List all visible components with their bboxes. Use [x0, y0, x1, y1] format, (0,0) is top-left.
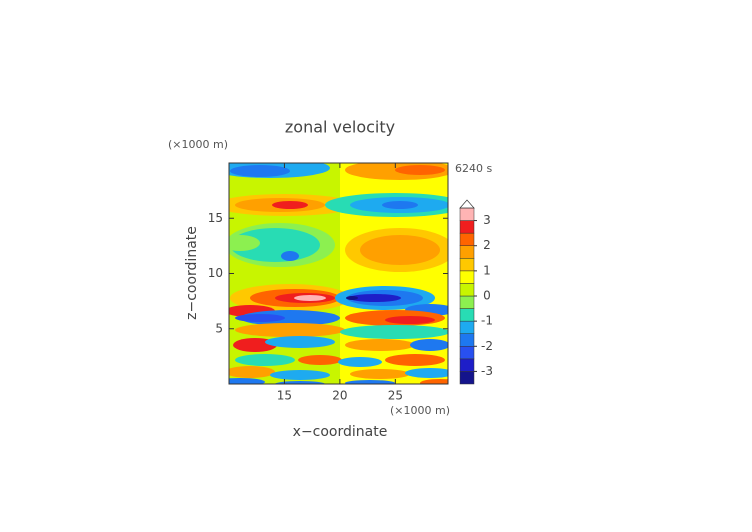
colorbar-band [459, 245, 475, 259]
colorbar-band [459, 232, 475, 246]
colorbar-band [459, 371, 475, 385]
colorbar-band [459, 333, 475, 347]
chart-title: zonal velocity [285, 118, 395, 137]
y-tick-label: 5 [215, 321, 223, 335]
colorbar-band [459, 283, 475, 297]
contour-region [385, 316, 435, 324]
x-axis-title: x−coordinate [293, 424, 388, 440]
contour-region [229, 378, 265, 384]
contour-region [338, 357, 382, 367]
contour-region [420, 379, 448, 384]
x-tick-label: 20 [332, 389, 347, 403]
contour-region [395, 165, 445, 175]
contour-region [410, 339, 448, 351]
colorbar-tick-label: 2 [483, 238, 491, 252]
contour-region [346, 296, 358, 300]
contour-region [385, 354, 445, 366]
colorbar-band [459, 295, 475, 309]
colorbar-tick-label: 3 [483, 213, 491, 227]
contour-region [229, 366, 275, 378]
colorbar-band [459, 258, 475, 272]
contour-region [265, 336, 335, 348]
contour-region [294, 295, 326, 301]
contour-region [349, 294, 401, 302]
contour-region [272, 201, 308, 209]
contour-region [270, 370, 330, 380]
contour-region [235, 314, 285, 322]
x-unit: (×1000 m) [390, 404, 450, 417]
contour-region [340, 325, 448, 339]
contour-field [229, 163, 448, 384]
colorbar-band [459, 346, 475, 360]
colorbar-band [459, 320, 475, 334]
y-axis-title: z−coordinate [184, 226, 200, 320]
y-tick-label: 10 [208, 266, 223, 280]
contour-region [298, 355, 342, 365]
x-tick-label: 15 [277, 389, 292, 403]
y-unit: (×1000 m) [168, 138, 228, 151]
contour-region [345, 339, 415, 351]
colorbar-band [459, 358, 475, 372]
contour-region [281, 251, 299, 261]
contour-region [345, 380, 395, 384]
colorbar-tick-label: 0 [483, 289, 491, 303]
contour-region [235, 354, 295, 366]
colorbar-tick-label: -2 [481, 339, 493, 353]
colorbar-band [459, 207, 475, 221]
contour-region [230, 165, 290, 177]
contour-region [235, 323, 345, 337]
contour-region [360, 235, 440, 265]
contour-region [405, 368, 448, 378]
contour-region [350, 369, 410, 379]
colorbar-tick-label: -1 [481, 314, 493, 328]
colorbar-band [459, 220, 475, 234]
contour-region [275, 381, 325, 384]
colorbar-band [459, 270, 475, 284]
colorbar-tick-label: -3 [481, 364, 493, 378]
colorbar-tick-label: 1 [483, 263, 491, 277]
colorbar-extend [459, 199, 475, 209]
colorbar-band [459, 308, 475, 322]
contour-region [229, 235, 260, 251]
y-tick-label: 15 [208, 211, 223, 225]
time-label: 6240 s [455, 162, 492, 175]
contour-region [240, 310, 340, 326]
contour-region [382, 201, 418, 209]
x-tick-label: 25 [388, 389, 403, 403]
